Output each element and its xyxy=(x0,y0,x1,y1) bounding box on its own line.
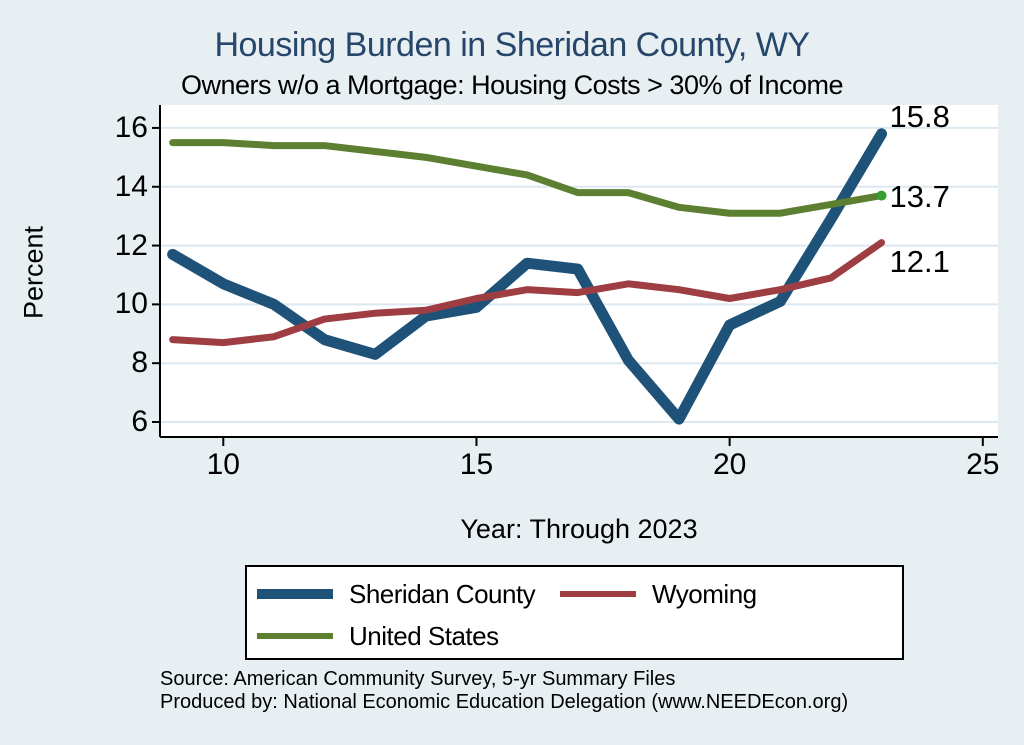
series-end-marker-united-states xyxy=(876,190,887,201)
footer: Source: American Community Survey, 5-yr … xyxy=(160,668,848,714)
y-tick-label: 8 xyxy=(131,346,148,380)
legend-item-sheridan-county: Sheridan County xyxy=(257,577,536,611)
end-label-united-states: 13.7 xyxy=(889,178,950,214)
y-tick-label: 10 xyxy=(114,287,148,321)
end-label-wyoming: 12.1 xyxy=(889,243,950,279)
legend-swatch-sheridan-county xyxy=(257,589,333,599)
series-line-wyoming xyxy=(169,239,886,347)
x-tick-label: 20 xyxy=(712,448,747,481)
legend-label: Wyoming xyxy=(652,578,757,609)
legend-box: Sheridan County Wyoming United States xyxy=(245,565,904,660)
x-tick-label: 25 xyxy=(966,448,1000,481)
y-axis-title: Percent xyxy=(18,225,49,320)
legend-label: Sheridan County xyxy=(349,578,536,609)
legend-swatch-united-states xyxy=(257,633,333,639)
series-line-united-states xyxy=(169,139,886,217)
legend-swatch-wyoming xyxy=(560,591,636,597)
y-tick-label: 12 xyxy=(114,228,148,262)
y-tick-label: 16 xyxy=(114,110,148,144)
x-tick-label: 15 xyxy=(459,448,494,481)
y-tick-label: 6 xyxy=(131,405,148,438)
footer-produced-by-line: Produced by: National Economic Education… xyxy=(160,691,849,713)
legend-item-wyoming: Wyoming xyxy=(560,577,757,611)
chart-title: Housing Burden in Sheridan County, WY xyxy=(214,26,810,64)
series-line-sheridan-county xyxy=(167,128,888,425)
legend-label: United States xyxy=(349,620,499,651)
end-label-sheridan-county: 15.8 xyxy=(889,98,950,134)
x-tick-label: 10 xyxy=(206,448,240,481)
legend-item-united-states: United States xyxy=(257,619,499,653)
x-axis-title: Year: Through 2023 xyxy=(460,514,698,544)
footer-source-line: Source: American Community Survey, 5-yr … xyxy=(160,668,676,690)
y-tick-label: 14 xyxy=(114,169,148,203)
chart-subtitle: Owners w/o a Mortgage: Housing Costs > 3… xyxy=(180,70,844,100)
